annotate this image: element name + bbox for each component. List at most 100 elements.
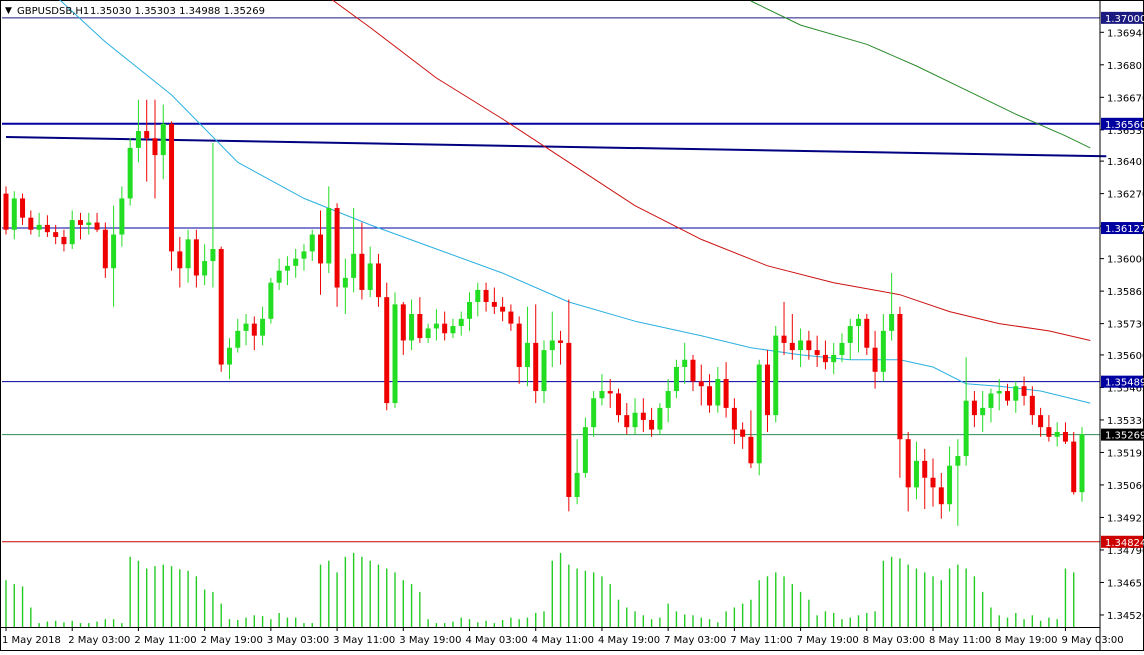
candle-body[interactable] bbox=[773, 335, 779, 416]
candle-body[interactable] bbox=[566, 342, 572, 497]
candle-body[interactable] bbox=[922, 460, 928, 478]
horizontal-levels[interactable] bbox=[2, 17, 1107, 543]
candle-body[interactable] bbox=[856, 318, 862, 327]
candle-body[interactable] bbox=[251, 323, 257, 336]
candle-body[interactable] bbox=[384, 297, 390, 404]
candle-body[interactable] bbox=[152, 138, 158, 156]
candle-body[interactable] bbox=[1038, 415, 1044, 428]
candle-body[interactable] bbox=[53, 232, 59, 237]
candle-body[interactable] bbox=[127, 147, 133, 199]
candle-body[interactable] bbox=[558, 340, 564, 343]
candle-body[interactable] bbox=[77, 220, 83, 225]
candle-body[interactable] bbox=[185, 239, 191, 269]
header-arrow-icon[interactable]: ▼ bbox=[5, 6, 12, 16]
candle-body[interactable] bbox=[615, 393, 621, 416]
candle-body[interactable] bbox=[1046, 427, 1052, 437]
candle-body[interactable] bbox=[549, 340, 555, 351]
candle-body[interactable] bbox=[599, 391, 605, 399]
candle-body[interactable] bbox=[28, 217, 34, 230]
candle-body[interactable] bbox=[798, 340, 804, 351]
candle-body[interactable] bbox=[318, 234, 324, 264]
candle-body[interactable] bbox=[11, 198, 17, 230]
candle-body[interactable] bbox=[111, 234, 117, 269]
candle-body[interactable] bbox=[905, 439, 911, 488]
candle-body[interactable] bbox=[3, 193, 9, 230]
candle-body[interactable] bbox=[400, 304, 406, 341]
candle-body[interactable] bbox=[864, 318, 870, 348]
candle-body[interactable] bbox=[657, 407, 663, 430]
candle-body[interactable] bbox=[930, 477, 936, 488]
candle-body[interactable] bbox=[690, 359, 696, 382]
candle-body[interactable] bbox=[880, 330, 886, 372]
candle-body[interactable] bbox=[433, 323, 439, 329]
candle-body[interactable] bbox=[309, 234, 315, 252]
candle-body[interactable] bbox=[591, 398, 597, 428]
candle-body[interactable] bbox=[1062, 431, 1068, 442]
candle-body[interactable] bbox=[913, 460, 919, 488]
candle-body[interactable] bbox=[632, 412, 638, 428]
candle-body[interactable] bbox=[36, 224, 42, 230]
candle-body[interactable] bbox=[475, 289, 481, 302]
candle-body[interactable] bbox=[897, 314, 903, 440]
candle-body[interactable] bbox=[61, 236, 67, 245]
candle-body[interactable] bbox=[938, 487, 944, 505]
candle-body[interactable] bbox=[243, 323, 249, 331]
candle-body[interactable] bbox=[226, 347, 232, 365]
candle-body[interactable] bbox=[624, 415, 630, 428]
candle-body[interactable] bbox=[665, 391, 671, 408]
candle-body[interactable] bbox=[988, 393, 994, 408]
candle-body[interactable] bbox=[359, 253, 365, 290]
candle-body[interactable] bbox=[442, 323, 448, 334]
trend-line[interactable] bbox=[5, 136, 1107, 158]
candle-body[interactable] bbox=[342, 277, 348, 288]
candle-body[interactable] bbox=[1079, 434, 1085, 493]
candle-body[interactable] bbox=[707, 386, 713, 406]
candle-body[interactable] bbox=[789, 342, 795, 351]
candle-body[interactable] bbox=[417, 314, 423, 339]
candle-body[interactable] bbox=[781, 335, 787, 343]
candle-body[interactable] bbox=[764, 364, 770, 416]
candle-body[interactable] bbox=[723, 379, 729, 408]
candle-body[interactable] bbox=[177, 251, 183, 269]
candle-body[interactable] bbox=[889, 314, 895, 331]
candle-body[interactable] bbox=[607, 391, 613, 394]
candle-body[interactable] bbox=[276, 270, 282, 283]
candle-body[interactable] bbox=[218, 248, 224, 365]
candle-body[interactable] bbox=[20, 198, 26, 218]
candle-body[interactable] bbox=[1005, 391, 1011, 401]
candle-body[interactable] bbox=[822, 354, 828, 363]
candle-body[interactable] bbox=[86, 222, 92, 225]
candle-body[interactable] bbox=[375, 263, 381, 298]
candle-body[interactable] bbox=[119, 198, 125, 235]
candle-body[interactable] bbox=[44, 224, 50, 233]
candle-body[interactable] bbox=[533, 342, 539, 392]
candle-body[interactable] bbox=[144, 131, 150, 139]
candle-body[interactable] bbox=[301, 251, 307, 259]
candle-body[interactable] bbox=[731, 407, 737, 430]
candle-body[interactable] bbox=[508, 311, 514, 324]
candle-body[interactable] bbox=[458, 318, 464, 327]
candle-body[interactable] bbox=[516, 323, 522, 367]
candle-body[interactable] bbox=[524, 342, 530, 367]
candle-body[interactable] bbox=[450, 326, 456, 334]
candle-body[interactable] bbox=[135, 131, 141, 148]
candle-body[interactable] bbox=[160, 123, 166, 156]
candle-body[interactable] bbox=[268, 282, 274, 319]
candle-body[interactable] bbox=[756, 364, 762, 464]
candles[interactable] bbox=[3, 99, 1085, 526]
candle-body[interactable] bbox=[169, 123, 175, 252]
candle-body[interactable] bbox=[996, 391, 1002, 394]
candle-body[interactable] bbox=[69, 220, 75, 245]
candle-body[interactable] bbox=[409, 314, 415, 341]
candle-body[interactable] bbox=[715, 379, 721, 406]
candle-body[interactable] bbox=[839, 342, 845, 355]
candle-body[interactable] bbox=[682, 359, 688, 367]
candle-body[interactable] bbox=[260, 318, 266, 336]
candle-body[interactable] bbox=[963, 400, 969, 457]
candle-body[interactable] bbox=[1021, 386, 1027, 396]
candle-body[interactable] bbox=[367, 263, 373, 290]
candle-body[interactable] bbox=[1071, 441, 1077, 493]
candle-body[interactable] bbox=[748, 436, 754, 464]
candle-body[interactable] bbox=[574, 472, 580, 497]
candle-body[interactable] bbox=[334, 208, 340, 288]
